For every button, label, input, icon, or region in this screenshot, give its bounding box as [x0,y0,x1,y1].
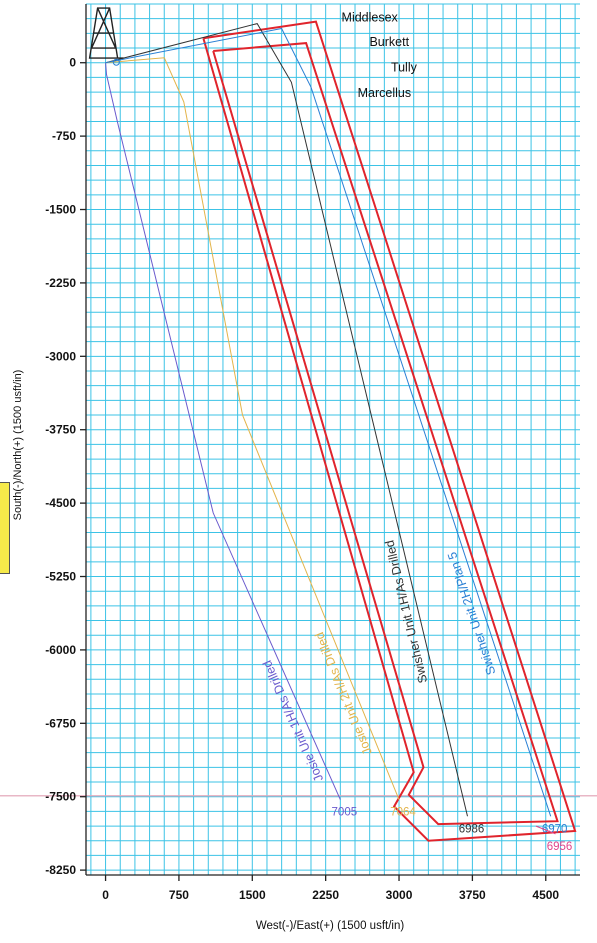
formation-label: Tully [391,61,418,75]
y-tick-label: 0 [69,56,76,70]
series-end-label: 6970 [542,823,568,835]
series-line [535,825,556,835]
series-line [105,27,552,817]
y-tick-label: -3750 [45,423,76,437]
formation-label: Burkett [369,35,409,49]
y-tick-label: -4500 [45,496,76,510]
x-tick-label: 1500 [239,888,266,902]
y-tick-label: -8250 [45,863,76,877]
formation-label: Marcellus [358,86,412,100]
drilling-rig-icon [88,7,124,59]
hardline-boundary-outer [202,20,577,842]
y-axis-label: South(-)/North(+) (1500 usft/in) [12,369,24,521]
hardline-boundary-inner [212,42,559,826]
x-tick-label: 3000 [386,888,413,902]
series-end-label: 6956 [547,841,573,853]
wellhead-marker [112,58,120,66]
y-tick-label: -1500 [45,203,76,217]
x-tick-label: 4500 [532,888,559,902]
x-axis-label: West(-)/East(+) (1500 usft/in) [255,920,405,932]
y-tick-label: -5250 [45,570,76,584]
y-tick-label: -750 [52,129,76,143]
formation-label: Middlesex [342,11,399,25]
x-tick-label: 2250 [312,888,339,902]
x-tick-label: 0 [102,888,109,902]
series-line [105,23,468,817]
series-end-label: 7064 [390,807,416,819]
plot-background [86,4,580,875]
y-tick-label: -6000 [45,643,76,657]
y-tick-label: -2250 [45,276,76,290]
series-end-label: 7005 [332,807,358,819]
y-tick-label: -7500 [45,790,76,804]
x-tick-label: 3750 [459,888,486,902]
y-tick-label: -6750 [45,716,76,730]
series-end-label: 6986 [459,823,485,835]
series-line [105,62,341,800]
legend-swatch [0,482,10,574]
series-line [105,57,400,800]
y-tick-label: -3000 [45,349,76,363]
x-tick-label: 750 [169,888,189,902]
